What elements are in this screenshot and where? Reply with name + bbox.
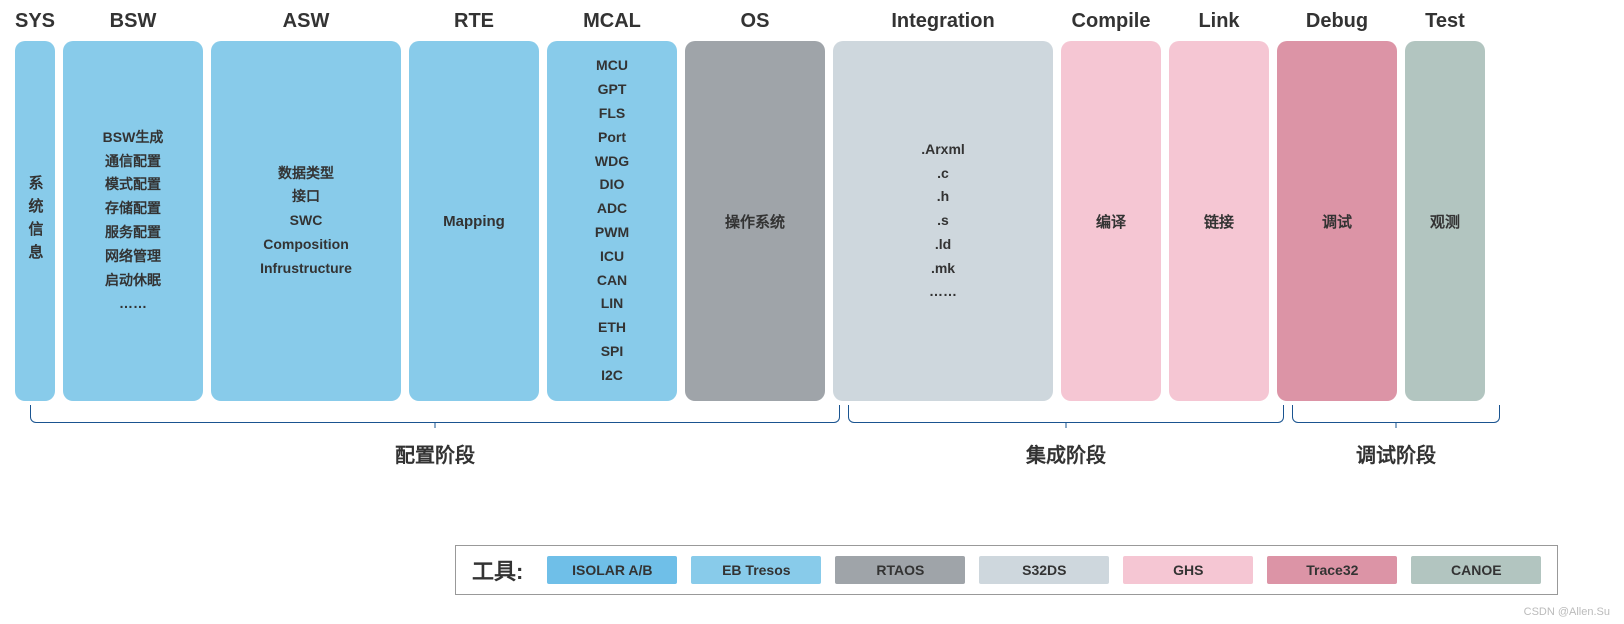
phase-bracket: [30, 405, 840, 423]
stage-body: 调试: [1277, 41, 1397, 401]
tool-chip: ISOLAR A/B: [547, 556, 677, 584]
stage-item: ……: [119, 292, 147, 316]
stage-item: .Arxml: [921, 138, 965, 162]
stage-column: Compile 编译: [1061, 10, 1161, 401]
stage-column: MCAL MCUGPTFLSPortWDGDIOADCPWMICUCANLINET…: [547, 10, 677, 401]
stage-item: ICU: [600, 245, 624, 269]
stage-item: ……: [929, 280, 957, 304]
stage-body: 数据类型接口SWCCompositionInfrustructure: [211, 41, 401, 401]
stage-body: .Arxml.c.h.s.ld.mk……: [833, 41, 1053, 401]
phase-label: 调试阶段: [1356, 439, 1436, 468]
stage-item: .c: [937, 162, 949, 186]
watermark: CSDN @Allen.Su: [1524, 606, 1610, 618]
stage-column: Test 观测: [1405, 10, 1485, 401]
stage-item: 数据类型: [278, 162, 334, 186]
tools-label: 工具:: [472, 554, 523, 586]
stage-item-vertical: 系统信息: [25, 175, 46, 267]
stage-header: BSW: [110, 10, 157, 33]
stage-column: RTE Mapping: [409, 10, 539, 401]
stage-item: SWC: [290, 209, 323, 233]
stage-item: 链接: [1204, 211, 1234, 232]
stage-item: 服务配置: [105, 221, 161, 245]
stage-header: Test: [1425, 10, 1465, 33]
stage-column: OS 操作系统: [685, 10, 825, 401]
stage-item: MCU: [596, 54, 628, 78]
stage-column: BSW BSW生成通信配置模式配置存储配置服务配置网络管理启动休眠……: [63, 10, 203, 401]
stage-item: SPI: [601, 340, 624, 364]
stage-header: Compile: [1072, 10, 1151, 33]
tool-chip: EB Tresos: [691, 556, 821, 584]
tool-chip: RTAOS: [835, 556, 965, 584]
stage-item: 观测: [1430, 211, 1460, 232]
tool-chip: S32DS: [979, 556, 1109, 584]
stage-item: 编译: [1096, 211, 1126, 232]
stage-header: ASW: [283, 10, 330, 33]
stage-item: .h: [937, 185, 949, 209]
stage-item: 存储配置: [105, 197, 161, 221]
stage-header: Integration: [891, 10, 994, 33]
phase-bracket: [1292, 405, 1500, 423]
stage-header: Link: [1198, 10, 1239, 33]
stage-body: MCUGPTFLSPortWDGDIOADCPWMICUCANLINETHSPI…: [547, 41, 677, 401]
stage-item: .s: [937, 209, 949, 233]
stage-body: 操作系统: [685, 41, 825, 401]
stage-header: SYS: [15, 10, 55, 33]
stage-item: 网络管理: [105, 245, 161, 269]
tools-legend: 工具: ISOLAR A/B EB Tresos RTAOS S32DS GHS Trace…: [455, 545, 1558, 595]
stage-body: 链接: [1169, 41, 1269, 401]
tool-chip: Trace32: [1267, 556, 1397, 584]
stage-item: ADC: [597, 197, 627, 221]
stage-item: WDG: [595, 150, 629, 174]
stage-header: Debug: [1306, 10, 1368, 33]
stage-body: 系统信息: [15, 41, 55, 401]
stage-item: FLS: [599, 102, 625, 126]
stage-item: GPT: [598, 78, 627, 102]
phase-label: 配置阶段: [395, 439, 475, 468]
stage-header: OS: [741, 10, 770, 33]
stage-column: Link 链接: [1169, 10, 1269, 401]
stage-item: 通信配置: [105, 150, 161, 174]
phase-group: 集成阶段: [848, 405, 1284, 468]
stage-item: LIN: [601, 292, 624, 316]
stage-column: Integration .Arxml.c.h.s.ld.mk……: [833, 10, 1053, 401]
stage-item: 接口: [292, 185, 320, 209]
stage-column: SYS 系统信息: [15, 10, 55, 401]
stage-item: 启动休眠: [105, 269, 161, 293]
stage-item: Port: [598, 126, 626, 150]
stage-header: MCAL: [583, 10, 641, 33]
stage-item: 调试: [1322, 211, 1352, 232]
stage-item: CAN: [597, 269, 627, 293]
tool-chip: GHS: [1123, 556, 1253, 584]
phase-bracket: [848, 405, 1284, 423]
stage-item: BSW生成: [103, 126, 164, 150]
stage-body: 编译: [1061, 41, 1161, 401]
stage-columns: SYS系统信息BSWBSW生成通信配置模式配置存储配置服务配置网络管理启动休眠……: [15, 10, 1609, 401]
stage-body: 观测: [1405, 41, 1485, 401]
stage-item: .mk: [931, 257, 955, 281]
stage-item: 模式配置: [105, 173, 161, 197]
phase-brackets: 配置阶段 集成阶段 调试阶段: [15, 405, 1609, 485]
stage-item: Composition: [263, 233, 349, 257]
stage-body: BSW生成通信配置模式配置存储配置服务配置网络管理启动休眠……: [63, 41, 203, 401]
stage-item: I2C: [601, 364, 623, 388]
phase-label: 集成阶段: [1026, 439, 1106, 468]
stage-item: ETH: [598, 316, 626, 340]
tool-chip: CANOE: [1411, 556, 1541, 584]
stage-item: PWM: [595, 221, 629, 245]
stage-header: RTE: [454, 10, 494, 33]
stage-item: 操作系统: [725, 211, 785, 232]
stage-column: ASW 数据类型接口SWCCompositionInfrustructure: [211, 10, 401, 401]
phase-group: 配置阶段: [30, 405, 840, 468]
stage-item: Infrustructure: [260, 257, 352, 281]
stage-item: DIO: [600, 173, 625, 197]
stage-item: .ld: [935, 233, 951, 257]
stage-item: Mapping: [443, 213, 505, 230]
stage-column: Debug 调试: [1277, 10, 1397, 401]
phase-group: 调试阶段: [1292, 405, 1500, 468]
stage-body: Mapping: [409, 41, 539, 401]
